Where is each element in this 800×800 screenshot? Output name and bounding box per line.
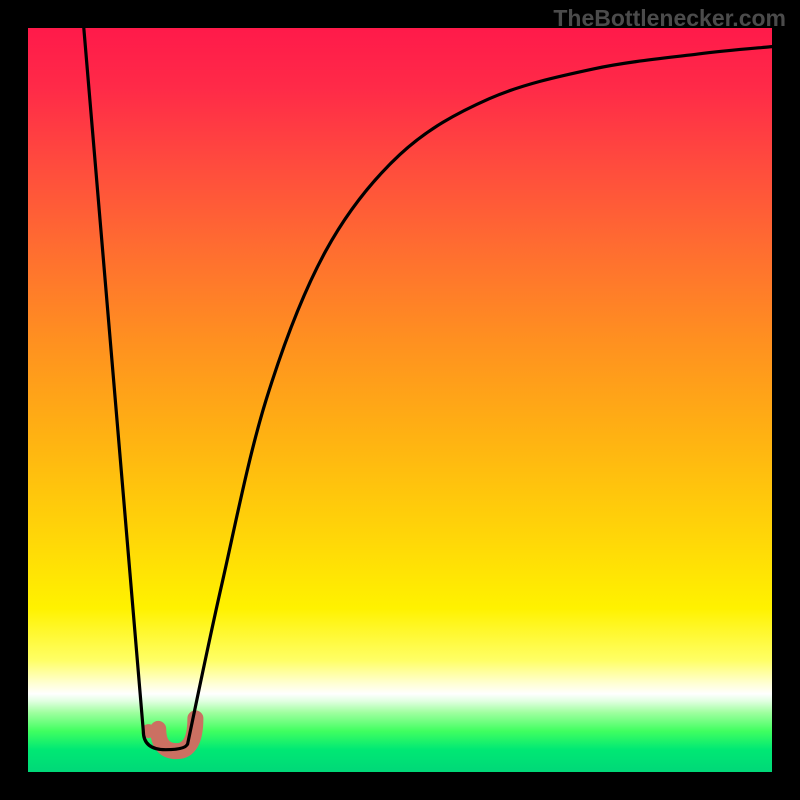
watermark-text: TheBottlenecker.com: [553, 5, 786, 32]
bottleneck-curve: [84, 28, 772, 750]
plot-area: [28, 28, 772, 772]
chart-frame: TheBottlenecker.com: [0, 0, 800, 800]
chart-svg: [28, 28, 772, 772]
